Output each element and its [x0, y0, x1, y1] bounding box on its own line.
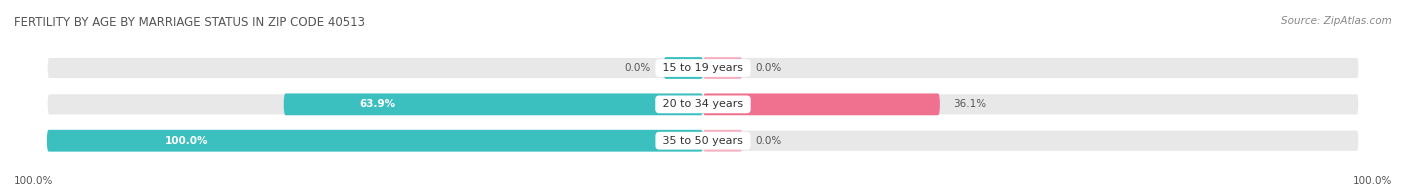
FancyBboxPatch shape: [703, 57, 742, 79]
FancyBboxPatch shape: [46, 130, 703, 152]
Text: 63.9%: 63.9%: [359, 99, 395, 109]
Text: 100.0%: 100.0%: [1353, 176, 1392, 186]
Text: 0.0%: 0.0%: [755, 136, 782, 146]
Text: 15 to 19 years: 15 to 19 years: [659, 63, 747, 73]
FancyBboxPatch shape: [664, 57, 703, 79]
FancyBboxPatch shape: [703, 93, 939, 115]
FancyBboxPatch shape: [284, 93, 703, 115]
Text: Source: ZipAtlas.com: Source: ZipAtlas.com: [1281, 16, 1392, 26]
FancyBboxPatch shape: [46, 93, 1360, 115]
FancyBboxPatch shape: [46, 130, 1360, 152]
Text: 100.0%: 100.0%: [165, 136, 208, 146]
Text: 20 to 34 years: 20 to 34 years: [659, 99, 747, 109]
Text: 36.1%: 36.1%: [953, 99, 986, 109]
Text: 35 to 50 years: 35 to 50 years: [659, 136, 747, 146]
Text: 0.0%: 0.0%: [755, 63, 782, 73]
FancyBboxPatch shape: [46, 57, 1360, 79]
Text: 0.0%: 0.0%: [624, 63, 651, 73]
Text: FERTILITY BY AGE BY MARRIAGE STATUS IN ZIP CODE 40513: FERTILITY BY AGE BY MARRIAGE STATUS IN Z…: [14, 16, 366, 29]
Text: 100.0%: 100.0%: [14, 176, 53, 186]
FancyBboxPatch shape: [703, 130, 742, 152]
